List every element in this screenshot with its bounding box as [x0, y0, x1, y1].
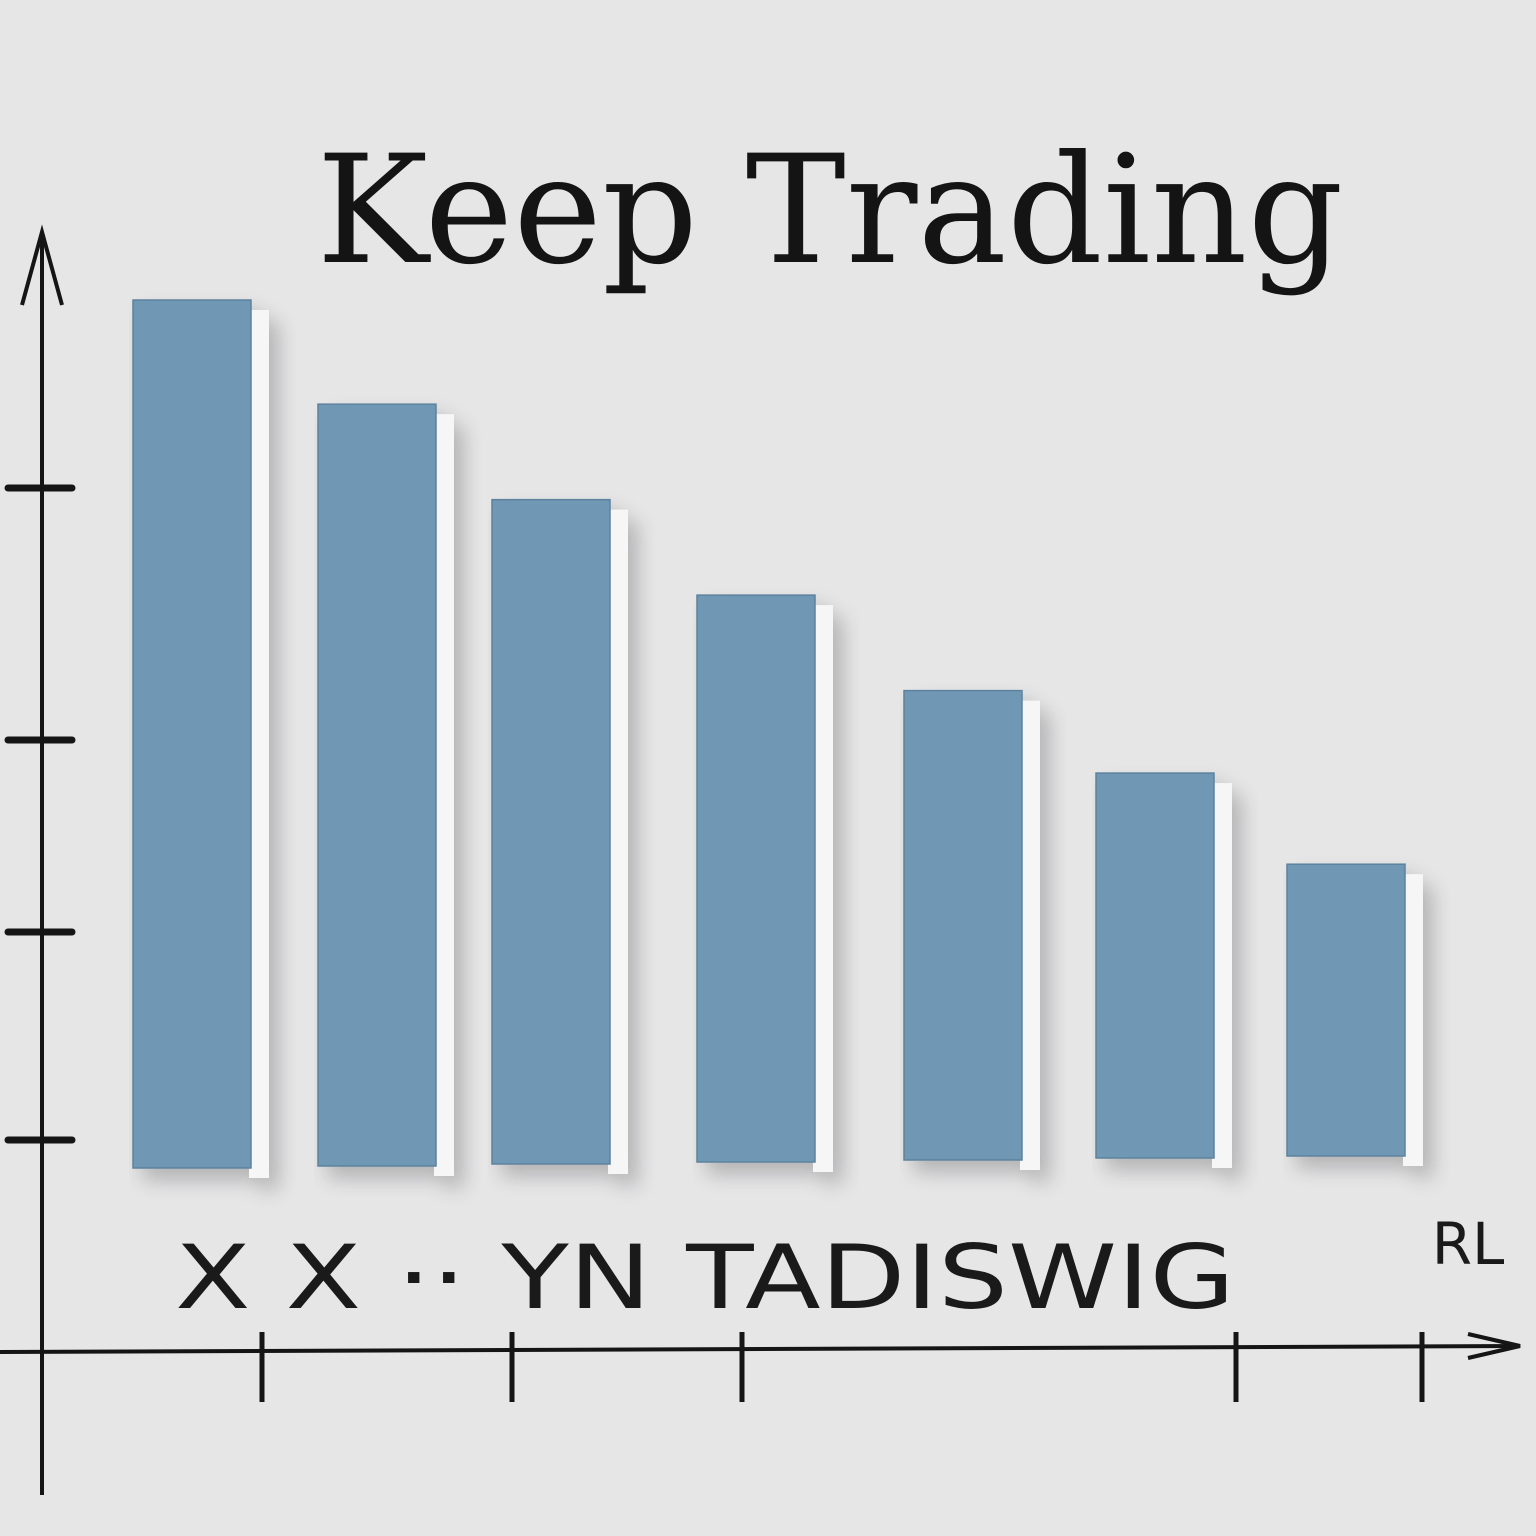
corner-mark: RL [1432, 1210, 1505, 1278]
chart-title: Keep Trading [316, 124, 1343, 298]
bar-5 [903, 689, 1040, 1170]
bar-group [132, 299, 1423, 1178]
x-axis-line [0, 1344, 1521, 1354]
bar-6 [1095, 772, 1232, 1168]
axes [0, 224, 1521, 1495]
bar-4 [696, 594, 833, 1172]
x-axis-label: X X ·· YN TADISWIG [175, 1226, 1235, 1329]
bar-3 [491, 498, 628, 1174]
x-axis-arrow-icon [1467, 1332, 1521, 1360]
x-tick-group [259, 1332, 1425, 1402]
bar-1 [132, 299, 269, 1178]
y-axis-arrow-icon [20, 224, 64, 306]
bar-2 [317, 403, 454, 1176]
y-tick-group [4, 484, 76, 1144]
bar-7 [1286, 863, 1423, 1166]
